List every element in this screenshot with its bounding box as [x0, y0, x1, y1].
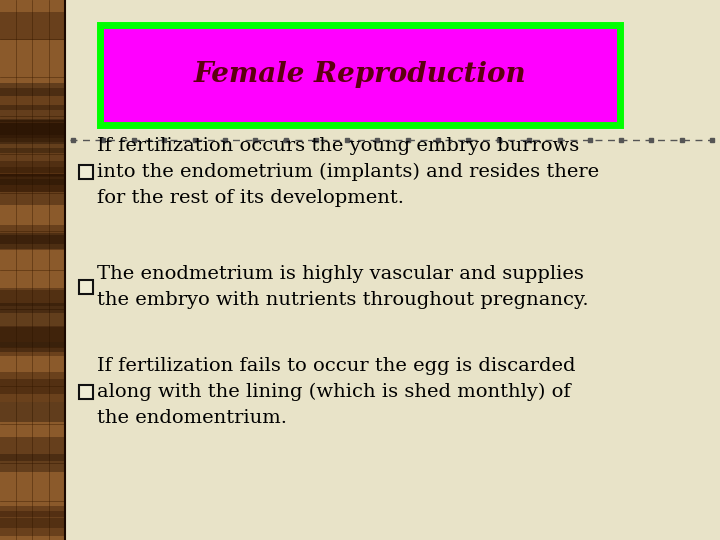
Bar: [0, 174, 65, 192]
Bar: [0, 167, 65, 177]
Text: Female Reproduction: Female Reproduction: [194, 62, 526, 89]
Bar: [0, 300, 65, 313]
Bar: [0, 161, 65, 176]
Bar: [78, 385, 93, 399]
Bar: [0, 120, 65, 138]
Text: The enodmetrium is highly vascular and supplies
the embryo with nutrients throug: The enodmetrium is highly vascular and s…: [96, 265, 588, 309]
Bar: [0, 12, 65, 40]
Bar: [0, 373, 65, 402]
Bar: [0, 402, 65, 422]
Bar: [0, 225, 65, 251]
Bar: [0, 327, 65, 342]
Bar: [0, 234, 65, 249]
Bar: [0, 342, 65, 352]
Bar: [0, 123, 65, 135]
Text: If fertilization fails to occur the egg is discarded
along with the lining (whic: If fertilization fails to occur the egg …: [96, 357, 575, 427]
Bar: [0, 105, 65, 122]
Bar: [0, 288, 65, 300]
Bar: [0, 0, 65, 540]
Bar: [0, 289, 65, 306]
Bar: [0, 148, 65, 173]
Bar: [78, 280, 93, 294]
Bar: [0, 174, 65, 185]
Bar: [0, 179, 65, 205]
Bar: [0, 83, 65, 96]
Bar: [0, 174, 65, 192]
Bar: [0, 233, 65, 244]
Bar: [0, 454, 65, 472]
Bar: [0, 124, 65, 153]
Bar: [0, 119, 65, 144]
Bar: [0, 87, 65, 110]
Bar: [0, 511, 65, 536]
Bar: [0, 120, 65, 142]
FancyBboxPatch shape: [100, 25, 620, 125]
Text: If fertilization occurs the young embryo burrows
into the endometrium (implants): If fertilization occurs the young embryo…: [96, 137, 599, 207]
Bar: [0, 303, 65, 329]
Bar: [0, 379, 65, 394]
Bar: [0, 437, 65, 461]
Bar: [78, 165, 93, 179]
Bar: [0, 329, 65, 347]
Bar: [0, 506, 65, 517]
Bar: [0, 518, 65, 528]
Bar: [0, 326, 65, 356]
